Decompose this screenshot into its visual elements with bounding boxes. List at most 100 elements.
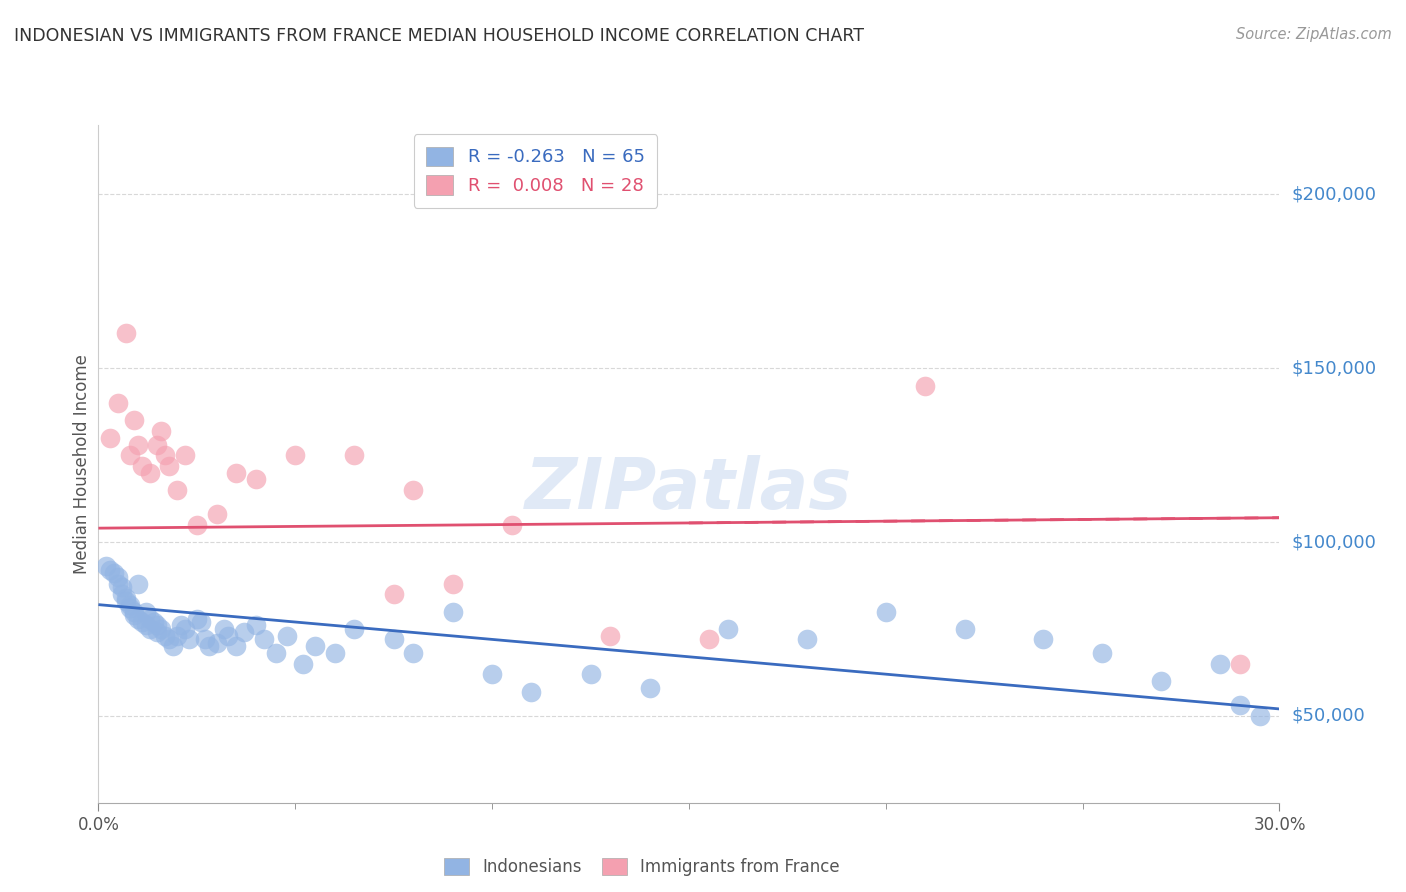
Point <box>115 594 138 608</box>
Point <box>1091 646 1114 660</box>
Point <box>343 622 366 636</box>
Point <box>122 605 145 619</box>
Point <box>520 684 543 698</box>
Point <box>253 632 276 647</box>
Point <box>115 326 138 341</box>
Point <box>162 640 184 654</box>
Point <box>170 618 193 632</box>
Point <box>264 646 287 660</box>
Point <box>155 629 177 643</box>
Text: $100,000: $100,000 <box>1291 533 1376 551</box>
Point <box>382 632 405 647</box>
Point <box>131 458 153 473</box>
Point <box>579 667 602 681</box>
Point <box>194 632 217 647</box>
Point <box>118 448 141 462</box>
Point <box>174 622 197 636</box>
Point <box>382 587 405 601</box>
Point <box>166 629 188 643</box>
Point <box>304 640 326 654</box>
Point <box>197 640 219 654</box>
Text: $50,000: $50,000 <box>1291 706 1365 725</box>
Point <box>217 629 239 643</box>
Point <box>225 640 247 654</box>
Point <box>441 605 464 619</box>
Point <box>599 629 621 643</box>
Point <box>146 625 169 640</box>
Point <box>276 629 298 643</box>
Point <box>135 605 157 619</box>
Point <box>150 622 173 636</box>
Point <box>1209 657 1232 671</box>
Point <box>214 622 236 636</box>
Point <box>107 570 129 584</box>
Point <box>1150 674 1173 689</box>
Text: INDONESIAN VS IMMIGRANTS FROM FRANCE MEDIAN HOUSEHOLD INCOME CORRELATION CHART: INDONESIAN VS IMMIGRANTS FROM FRANCE MED… <box>14 27 865 45</box>
Point <box>441 576 464 591</box>
Point <box>697 632 720 647</box>
Point <box>118 601 141 615</box>
Point <box>118 598 141 612</box>
Text: ZIPatlas: ZIPatlas <box>526 456 852 524</box>
Point <box>122 413 145 427</box>
Point <box>138 466 160 480</box>
Point <box>127 438 149 452</box>
Point <box>501 517 523 532</box>
Point <box>107 396 129 410</box>
Point <box>343 448 366 462</box>
Point <box>127 576 149 591</box>
Point <box>131 615 153 629</box>
Point <box>146 618 169 632</box>
Point <box>111 587 134 601</box>
Point <box>107 576 129 591</box>
Point <box>402 646 425 660</box>
Point <box>98 563 121 577</box>
Point <box>245 473 267 487</box>
Point <box>135 618 157 632</box>
Point <box>122 608 145 623</box>
Text: $150,000: $150,000 <box>1291 359 1376 377</box>
Point <box>245 618 267 632</box>
Point <box>115 591 138 605</box>
Point <box>157 632 180 647</box>
Point <box>186 517 208 532</box>
Point <box>1229 657 1251 671</box>
Point <box>146 438 169 452</box>
Point <box>174 448 197 462</box>
Point <box>157 458 180 473</box>
Point <box>717 622 740 636</box>
Point <box>953 622 976 636</box>
Point <box>481 667 503 681</box>
Legend: Indonesians, Immigrants from France: Indonesians, Immigrants from France <box>437 851 846 882</box>
Point <box>98 431 121 445</box>
Point <box>177 632 200 647</box>
Point <box>96 559 118 574</box>
Point <box>225 466 247 480</box>
Point <box>233 625 256 640</box>
Point <box>1249 709 1271 723</box>
Point <box>166 483 188 497</box>
Point <box>638 681 661 695</box>
Point <box>284 448 307 462</box>
Point <box>914 378 936 392</box>
Text: Source: ZipAtlas.com: Source: ZipAtlas.com <box>1236 27 1392 42</box>
Point <box>323 646 346 660</box>
Point <box>103 566 125 581</box>
Point <box>292 657 315 671</box>
Point <box>142 615 165 629</box>
Point <box>155 448 177 462</box>
Text: $200,000: $200,000 <box>1291 186 1376 203</box>
Point <box>190 615 212 629</box>
Point <box>875 605 897 619</box>
Point <box>138 611 160 625</box>
Point <box>205 636 228 650</box>
Point <box>111 580 134 594</box>
Y-axis label: Median Household Income: Median Household Income <box>73 354 91 574</box>
Point <box>402 483 425 497</box>
Point <box>1229 698 1251 713</box>
Point <box>205 508 228 522</box>
Point <box>186 611 208 625</box>
Point <box>127 611 149 625</box>
Point <box>1032 632 1054 647</box>
Point <box>150 424 173 438</box>
